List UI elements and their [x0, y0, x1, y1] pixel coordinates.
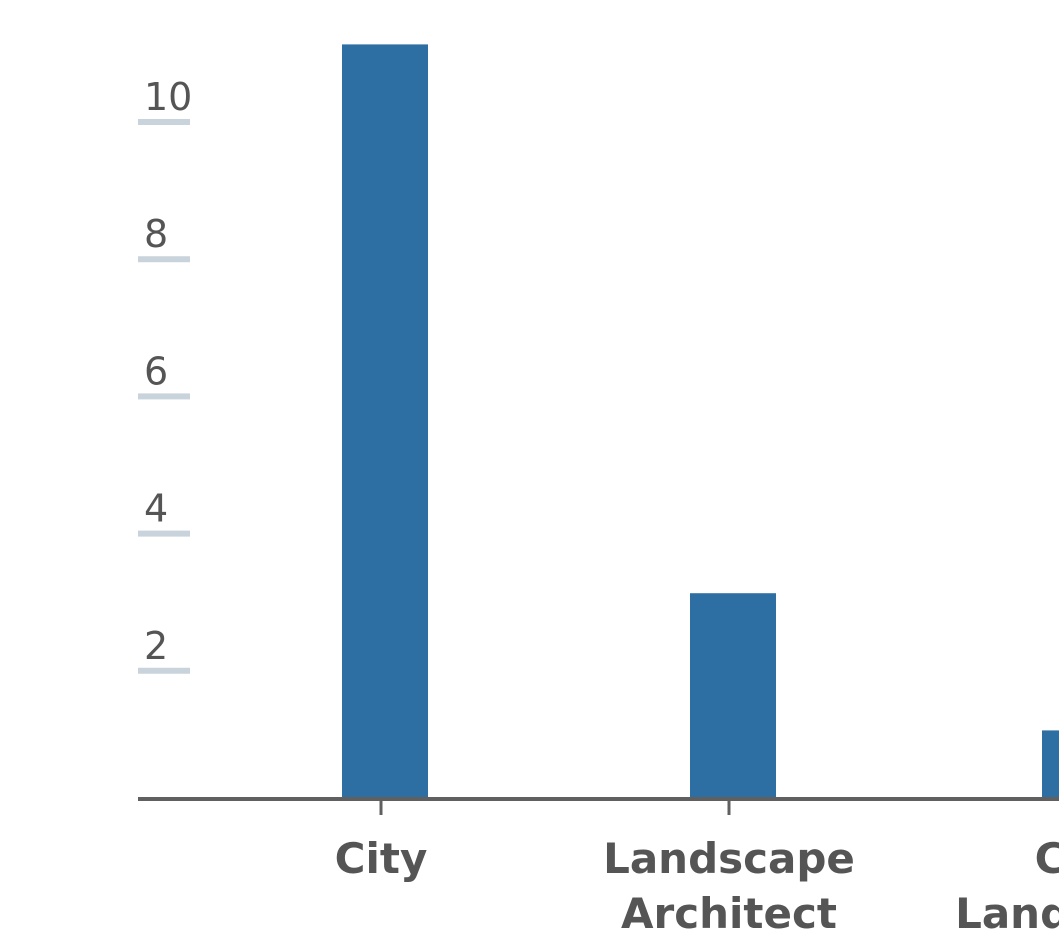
x-tick-label: City [335, 834, 428, 883]
y-tick-label: 4 [144, 487, 168, 531]
bar [690, 593, 776, 799]
x-tick-label: Landscape [603, 834, 855, 883]
x-tick-label: City [1035, 834, 1059, 883]
bar [342, 44, 428, 799]
y-tick-label: 6 [144, 349, 168, 393]
x-tick-label: Architect [621, 889, 837, 935]
y-tick-label: 8 [144, 212, 168, 256]
bar [1042, 730, 1059, 799]
y-tick-label: 2 [144, 624, 168, 668]
x-tick-label: Landscape [955, 889, 1059, 935]
y-tick-label: 10 [144, 75, 192, 119]
